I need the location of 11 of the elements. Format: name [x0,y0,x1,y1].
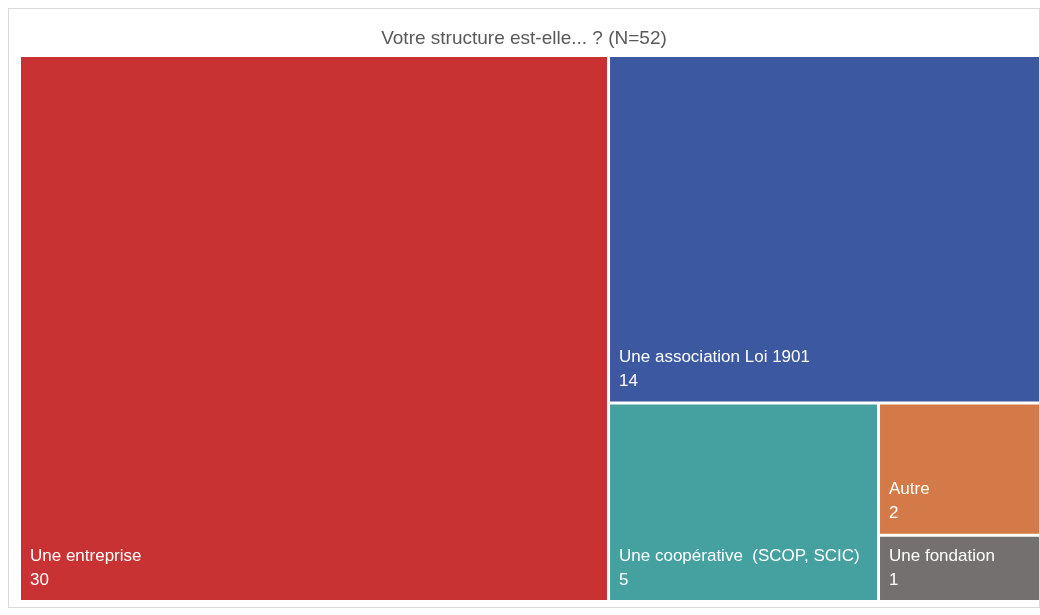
category-label: Une fondation [889,545,995,565]
data-label: 14 [619,370,638,390]
category-label: Autre [889,479,930,499]
category-label: Une coopérative (SCOP, SCIC) [619,545,860,565]
data-label: 2 [889,503,899,523]
data-label: 1 [889,569,899,589]
data-label: 5 [619,569,629,589]
data-label: 30 [30,569,49,589]
category-label: Une entreprise [30,545,142,565]
text: Votre structure est-elle... ? (N=52) [381,27,667,48]
category-label: Une association Loi 1901 [619,346,810,366]
